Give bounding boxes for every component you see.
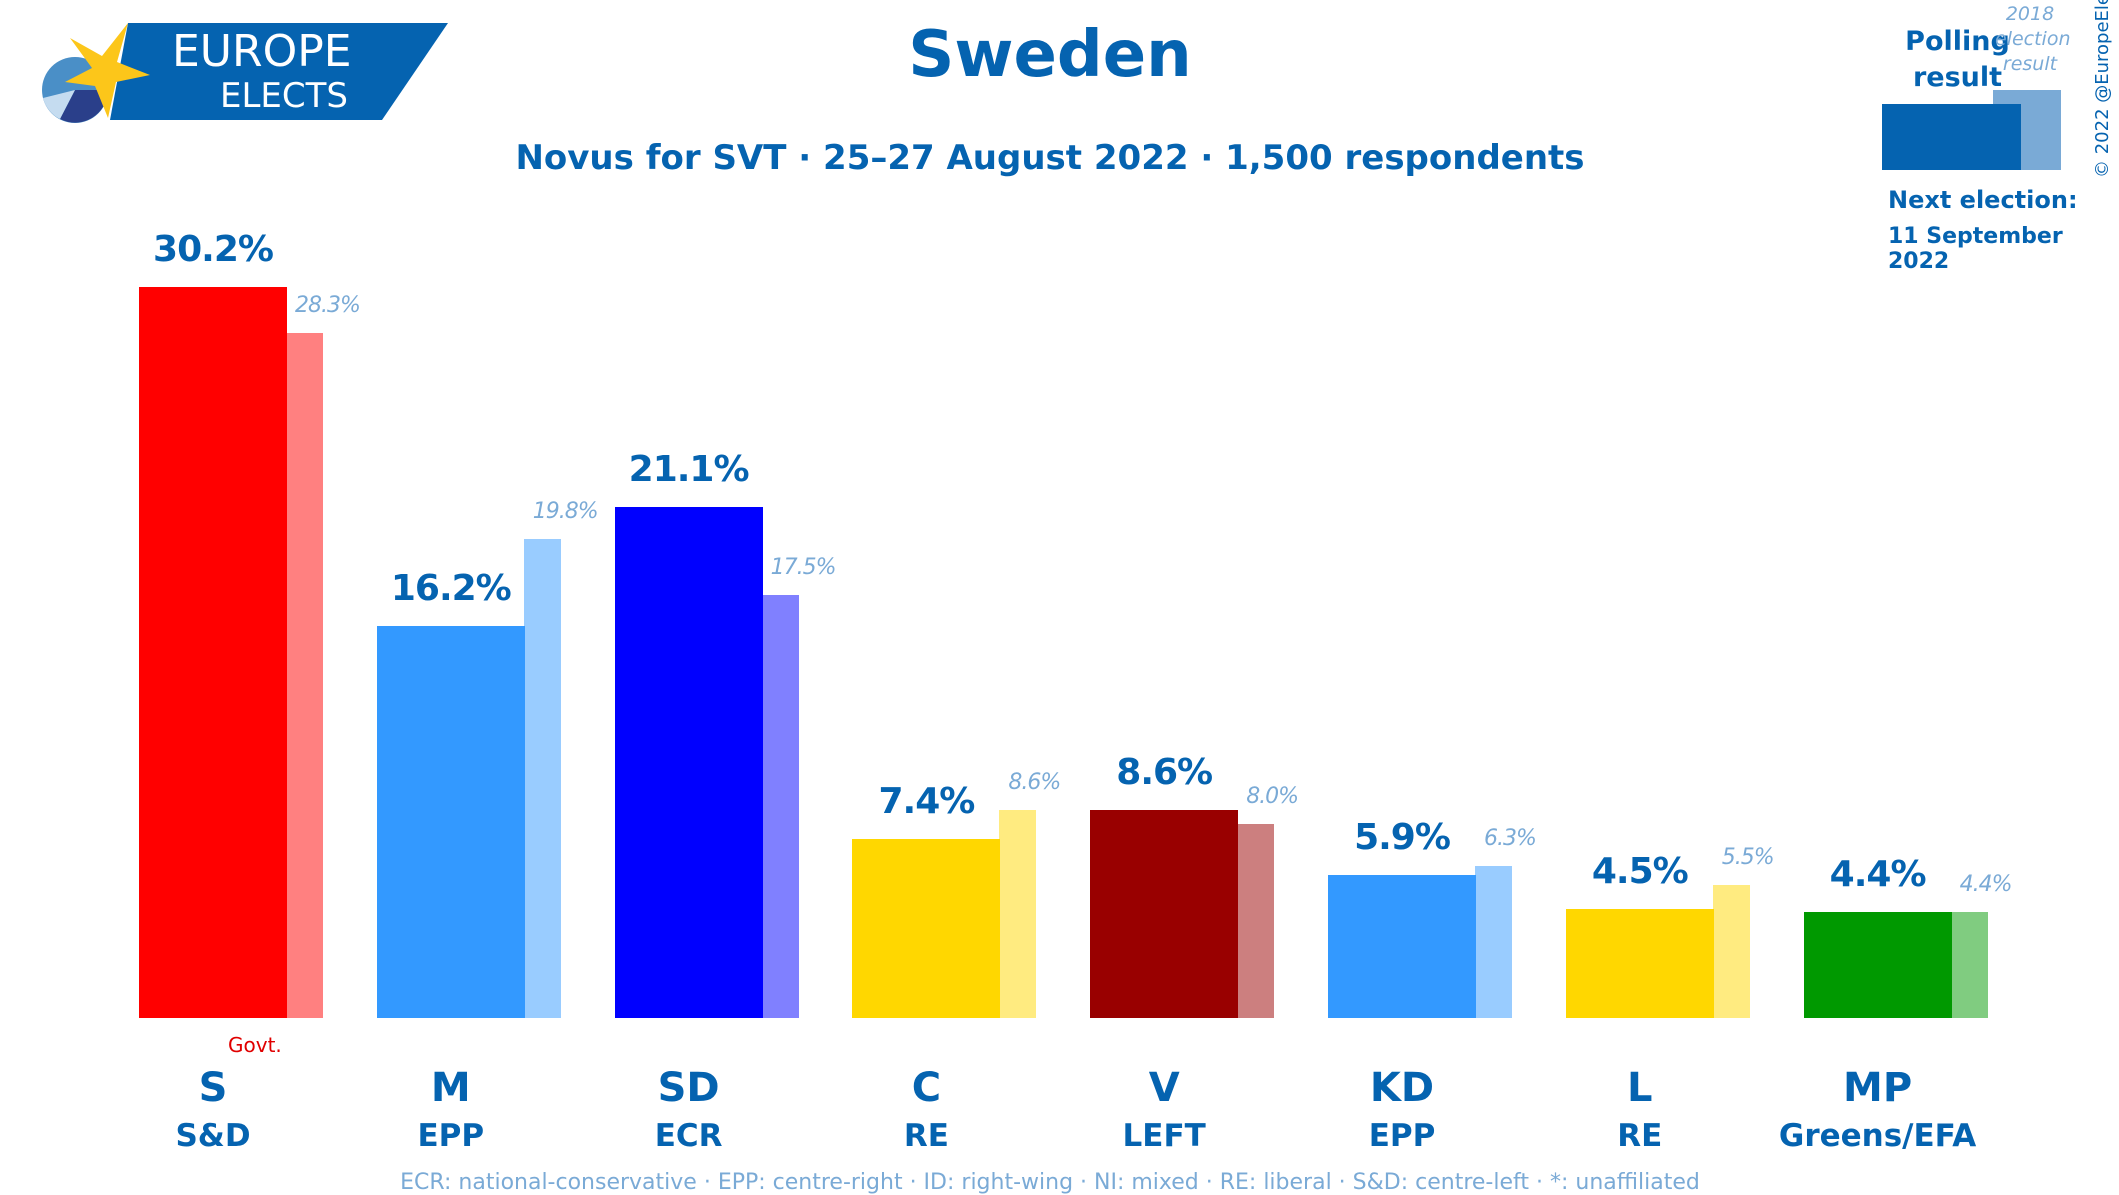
polling-value-label: 21.1% [628,449,750,491]
election-value-label: 17.5% [770,554,837,580]
polling-value-label: 5.9% [1354,817,1451,859]
election-value-label: 28.3% [295,293,361,319]
polling-bar-MP [1803,911,1952,1018]
election-bar-C [999,809,1037,1018]
legend-election-label: 2018 election result [1995,3,2071,75]
footer-group-legend: ECR: national-conservative · EPP: centre… [400,1170,1700,1195]
polling-bar-C [852,838,1001,1018]
ep-group-label: S&D [175,1118,251,1154]
polling-bar-KD [1328,875,1476,1018]
election-bar-V [1237,824,1275,1018]
election-value-label: 5.5% [1721,844,1775,870]
election-bar-M [523,538,561,1018]
party-label: MP [1843,1065,1913,1111]
chart-title: Sweden [908,18,1192,92]
ep-group-label: Greens/EFA [1778,1118,1977,1154]
election-value-label: 4.4% [1959,871,2013,897]
election-value-label: 8.0% [1246,784,1299,810]
polling-bar-V [1090,809,1239,1018]
election-bar-MP [1950,911,1988,1018]
ep-group-label: RE [1617,1118,1663,1154]
party-label: M [430,1065,471,1111]
logo-text-elects: ELECTS [220,76,348,116]
election-value-label: 19.8% [532,498,599,524]
legend-polling-swatch [1882,104,2021,170]
party-label: KD [1369,1065,1435,1111]
next-election-label: Next election: [1888,186,2078,214]
ep-group-label: EPP [1368,1118,1436,1154]
legend-polling-label: Polling result [1905,26,2010,93]
election-bar-L [1712,884,1750,1018]
polling-bar-SD [614,507,763,1018]
polling-value-label: 30.2% [153,229,274,271]
polling-value-label: 16.2% [390,567,512,609]
polling-bar-L [1565,909,1714,1018]
party-label: V [1148,1065,1180,1111]
party-label: C [911,1065,942,1111]
election-value-label: 8.6% [1008,769,1061,795]
election-bar-S [286,333,323,1018]
polling-bar-S [139,287,287,1018]
party-label: L [1627,1065,1653,1111]
ep-group-label: RE [903,1118,949,1154]
polling-value-label: 8.6% [1116,751,1213,793]
election-bar-SD [761,594,799,1018]
election-bar-KD [1475,865,1512,1018]
election-value-label: 6.3% [1484,825,1537,851]
polling-bar-M [376,625,525,1018]
ep-group-label: LEFT [1122,1118,1206,1154]
polling-value-label: 7.4% [878,780,975,822]
next-election-date: 11 September 2022 [1888,224,2063,274]
ep-group-label: EPP [417,1118,485,1154]
polling-value-label: 4.4% [1829,853,1927,895]
logo-text-europe: EUROPE [172,26,352,77]
ep-group-label: ECR [654,1118,723,1154]
party-label: S [198,1065,228,1111]
chart-subtitle: Novus for SVT · 25–27 August 2022 · 1,50… [515,138,1585,178]
party-label: SD [657,1065,720,1111]
government-label: Govt. [228,1033,282,1057]
europe-elects-logo: EUROPE ELECTS [20,20,460,125]
polling-value-label: 4.5% [1591,851,1689,893]
